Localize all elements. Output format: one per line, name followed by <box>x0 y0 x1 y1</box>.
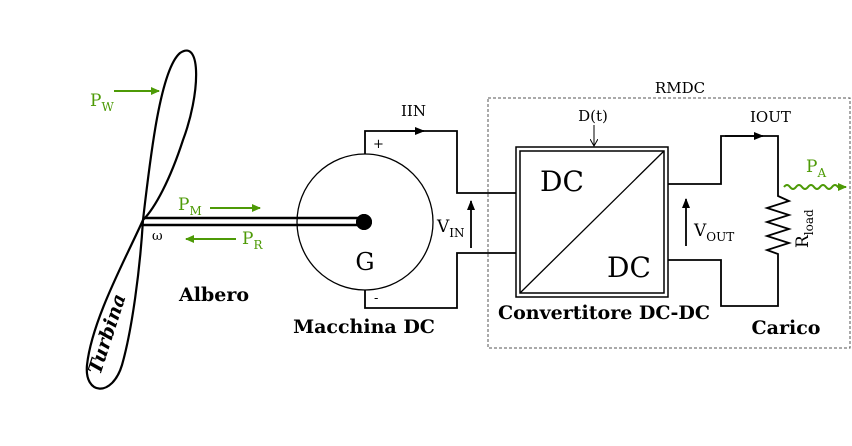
converter-bottom-text: DC <box>607 251 651 284</box>
converter-region-box <box>487 97 851 349</box>
machine-minus: - <box>374 291 378 306</box>
machine-plus: + <box>373 137 384 152</box>
mech-power-indicator: PM <box>178 195 261 218</box>
output-wiring <box>668 132 779 307</box>
output-power-label: PA <box>806 157 826 180</box>
converter-top-text: DC <box>540 165 584 198</box>
mech-power-label: PM <box>178 195 202 218</box>
dc-dc-converter: DC DC Convertitore DC-DC D(t) <box>498 107 710 324</box>
wind-power-indicator: PW <box>90 87 160 114</box>
output-power-arrow <box>783 183 847 191</box>
region-label: RMDC <box>655 79 705 97</box>
turbine-blade-lower <box>85 219 145 390</box>
turbine-blade-upper <box>141 49 198 224</box>
converter-box-inner <box>519 150 665 294</box>
machine-symbol: G <box>355 248 374 276</box>
load-resistor <box>764 192 792 258</box>
output-voltage-label: VOUT <box>693 221 734 244</box>
output-power-indicator: PA <box>783 157 847 191</box>
input-current-label: IIN <box>401 102 426 120</box>
resist-power-label: PR <box>242 229 263 252</box>
converter-label: Convertitore DC-DC <box>498 302 710 324</box>
shaft: ω Albero <box>143 214 372 306</box>
input-wire-bottom <box>364 252 518 309</box>
output-wire-bottom <box>668 258 779 307</box>
load: Rload Carico <box>752 192 821 339</box>
wind-power-label: PW <box>90 91 114 114</box>
input-wiring <box>364 127 518 309</box>
shaft-label: Albero <box>178 284 249 306</box>
resist-power-indicator: PR <box>185 229 263 252</box>
input-voltage-label: VIN <box>436 217 465 240</box>
load-label: Carico <box>752 317 821 339</box>
input-wire-top <box>364 130 518 194</box>
duty-cycle-label: D(t) <box>578 107 608 125</box>
machine-label: Macchina DC <box>293 316 435 338</box>
converter-diagonal <box>519 150 665 294</box>
load-resistor-label: Rload <box>793 209 816 248</box>
output-current-label: IOUT <box>750 108 791 126</box>
shaft-end-dot-front <box>356 214 372 230</box>
omega-label: ω <box>152 229 163 244</box>
output-wire-top <box>668 135 779 192</box>
